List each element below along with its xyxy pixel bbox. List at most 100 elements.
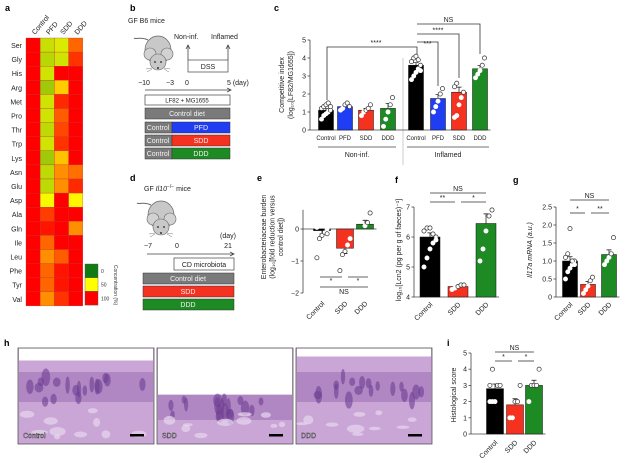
significance-label: ** bbox=[597, 206, 603, 213]
data-point bbox=[365, 220, 370, 226]
y-tick-label: 4 bbox=[463, 367, 467, 374]
data-point bbox=[319, 232, 325, 238]
timeline-tick: −3 bbox=[166, 80, 174, 87]
heatmap-cell bbox=[40, 263, 55, 278]
x-tick-label: SDD bbox=[334, 300, 349, 315]
heatmap-cell bbox=[68, 178, 83, 194]
heatmap-cell bbox=[54, 221, 69, 236]
data-point bbox=[347, 236, 353, 242]
heatmap-row-label: Ile bbox=[15, 240, 23, 247]
heatmap-cell bbox=[40, 207, 55, 222]
heatmap-cell bbox=[40, 66, 55, 81]
heatmap-row-label: Thr bbox=[12, 128, 23, 135]
heatmap-cell bbox=[40, 221, 55, 236]
heatmap-row-label: His bbox=[12, 71, 23, 78]
y-tick-label: 0 bbox=[295, 227, 299, 234]
day-unit-label: (day) bbox=[220, 233, 236, 240]
data-point bbox=[324, 231, 330, 237]
experimental-design-d: GF Il10−/− mice (day) −7 0 21 CD microbi… bbox=[136, 184, 236, 311]
x-tick-label: DDD bbox=[523, 439, 539, 455]
data-point bbox=[390, 95, 395, 101]
legend-tick-label: 100 bbox=[101, 296, 110, 302]
data-point bbox=[424, 255, 430, 261]
heatmap-cell bbox=[54, 277, 69, 292]
panel-label-h: h bbox=[4, 338, 10, 348]
diet-bar-ddd bbox=[142, 298, 235, 311]
panel-label-b: b bbox=[130, 3, 136, 13]
significance-bracket bbox=[326, 46, 418, 100]
heatmap-cell bbox=[40, 277, 55, 292]
y-axis-title: Il17a mRNA (a.u.) bbox=[527, 222, 534, 278]
timeline-arrow bbox=[147, 251, 235, 257]
heatmap-cell bbox=[25, 207, 41, 222]
heatmap-cell bbox=[40, 164, 55, 180]
heatmap-cell bbox=[25, 263, 41, 278]
heatmap-row-label: Ala bbox=[12, 212, 22, 219]
data-point bbox=[606, 254, 612, 260]
heatmap-row-label: Met bbox=[10, 99, 22, 106]
data-point bbox=[608, 251, 614, 257]
data-point bbox=[362, 223, 368, 229]
heatmap-cell bbox=[40, 235, 55, 250]
heatmap-cell bbox=[68, 94, 83, 109]
y-tick-label: 6 bbox=[406, 235, 410, 242]
diet-bar-sdd bbox=[142, 285, 235, 298]
heatmap-cell bbox=[25, 221, 41, 236]
data-point bbox=[490, 366, 495, 372]
data-point bbox=[337, 268, 343, 274]
y-axis-title: control diet]) bbox=[278, 218, 285, 257]
mouse-strain-title: GF B6 mice bbox=[128, 18, 165, 25]
heatmap-cell bbox=[54, 37, 69, 53]
y-tick-label: 5 bbox=[463, 351, 467, 358]
y-tick-label: −1 bbox=[291, 259, 299, 266]
histological-score-chart: Histological score 0 1 2 3 4 5 Control SDD DDD NS… bbox=[451, 345, 546, 460]
data-point bbox=[454, 113, 460, 119]
legend-swatch bbox=[84, 277, 99, 292]
data-point bbox=[342, 248, 348, 254]
histology-label: DDD bbox=[301, 433, 316, 440]
data-point bbox=[565, 251, 571, 257]
heatmap-cell bbox=[68, 37, 83, 53]
data-point bbox=[536, 366, 542, 372]
heatmap-cell bbox=[25, 66, 41, 81]
data-point bbox=[418, 68, 423, 74]
data-point bbox=[319, 116, 324, 122]
heatmap-row-label: Leu bbox=[10, 255, 22, 262]
legend-swatch bbox=[84, 263, 99, 278]
bar-control bbox=[486, 388, 504, 435]
diet-right-label: PFD bbox=[194, 125, 208, 132]
heatmap-row-label: Asn bbox=[10, 170, 22, 177]
competitive-index-chart: Competitive index (log₁₀[LF82/MG1655]) N… bbox=[279, 17, 491, 165]
panel-label-c: c bbox=[274, 3, 279, 13]
y-tick-label: 4 bbox=[302, 56, 306, 63]
scale-bar bbox=[130, 434, 144, 437]
heatmap-cell bbox=[54, 80, 69, 95]
heatmap-cell bbox=[25, 122, 41, 137]
significance-label: * bbox=[525, 354, 528, 361]
heatmap-cell bbox=[25, 192, 41, 208]
x-tick-label: Control bbox=[413, 301, 434, 322]
heatmap-column-label: SDD bbox=[60, 20, 75, 36]
legend-tick-label: 50 bbox=[101, 283, 107, 289]
data-point bbox=[492, 399, 498, 405]
timeline-tick: 21 bbox=[224, 243, 232, 250]
data-point bbox=[587, 278, 593, 284]
timeline-tick: 0 bbox=[185, 80, 189, 87]
significance-label: **** bbox=[371, 40, 382, 47]
data-point bbox=[357, 232, 363, 238]
data-point bbox=[430, 231, 436, 237]
significance-label: NS bbox=[510, 345, 520, 352]
x-tick-label: DDD bbox=[598, 301, 614, 317]
data-point bbox=[367, 210, 373, 216]
bar-control bbox=[408, 64, 424, 131]
data-point bbox=[368, 102, 373, 108]
x-tick-label: DDD bbox=[382, 136, 396, 142]
heatmap-cell bbox=[54, 122, 69, 137]
y-tick-label: 1 bbox=[463, 415, 467, 422]
il17a-chart: Il17a mRNA (a.u.) 0 0.5 1.0 1.5 2.0 2.5 Contro… bbox=[527, 193, 620, 322]
data-point bbox=[456, 102, 462, 108]
inflamed-label: Inflamed bbox=[211, 34, 238, 41]
y-tick-label: 2.5 bbox=[542, 205, 552, 212]
heatmap-cell bbox=[68, 80, 83, 95]
heatmap-cell bbox=[25, 150, 41, 166]
